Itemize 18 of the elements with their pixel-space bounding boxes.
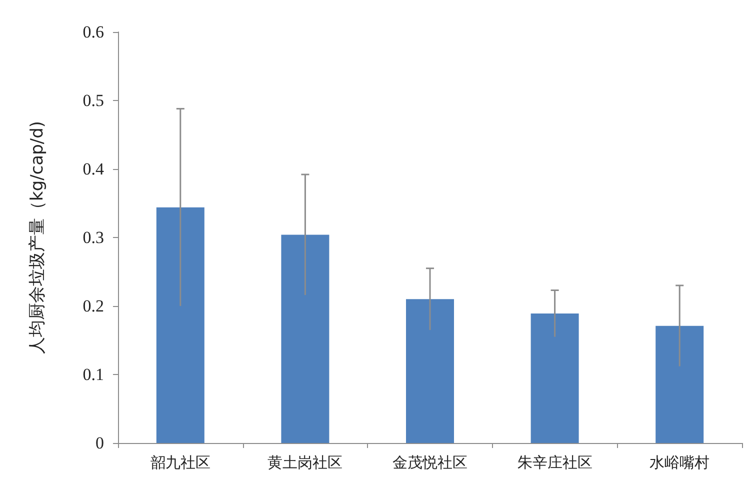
y-tick-label: 0.5	[82, 91, 104, 110]
bar	[156, 207, 204, 443]
bar	[530, 314, 579, 443]
bar	[281, 234, 330, 443]
y-tick-label: 0.3	[82, 228, 104, 247]
bar	[406, 299, 454, 443]
bar	[656, 326, 704, 443]
y-tick-label: 0	[96, 434, 104, 452]
x-tick-label: 金茂悦社区	[392, 454, 468, 472]
y-axis-title: 人均厨余垃圾产量（kg/cap/d)	[28, 120, 48, 354]
y-tick-label: 0.4	[82, 160, 104, 178]
x-tick-label: 韶九社区	[150, 454, 210, 472]
y-tick-label: 0.1	[82, 365, 104, 384]
x-tick-label: 水峪嘴村	[650, 454, 710, 472]
y-tick-label: 0.6	[82, 22, 104, 42]
x-tick-label: 朱辛庄社区	[517, 454, 592, 472]
y-tick-label: 0.2	[82, 296, 104, 316]
x-tick-label: 黄土岗社区	[268, 454, 343, 472]
